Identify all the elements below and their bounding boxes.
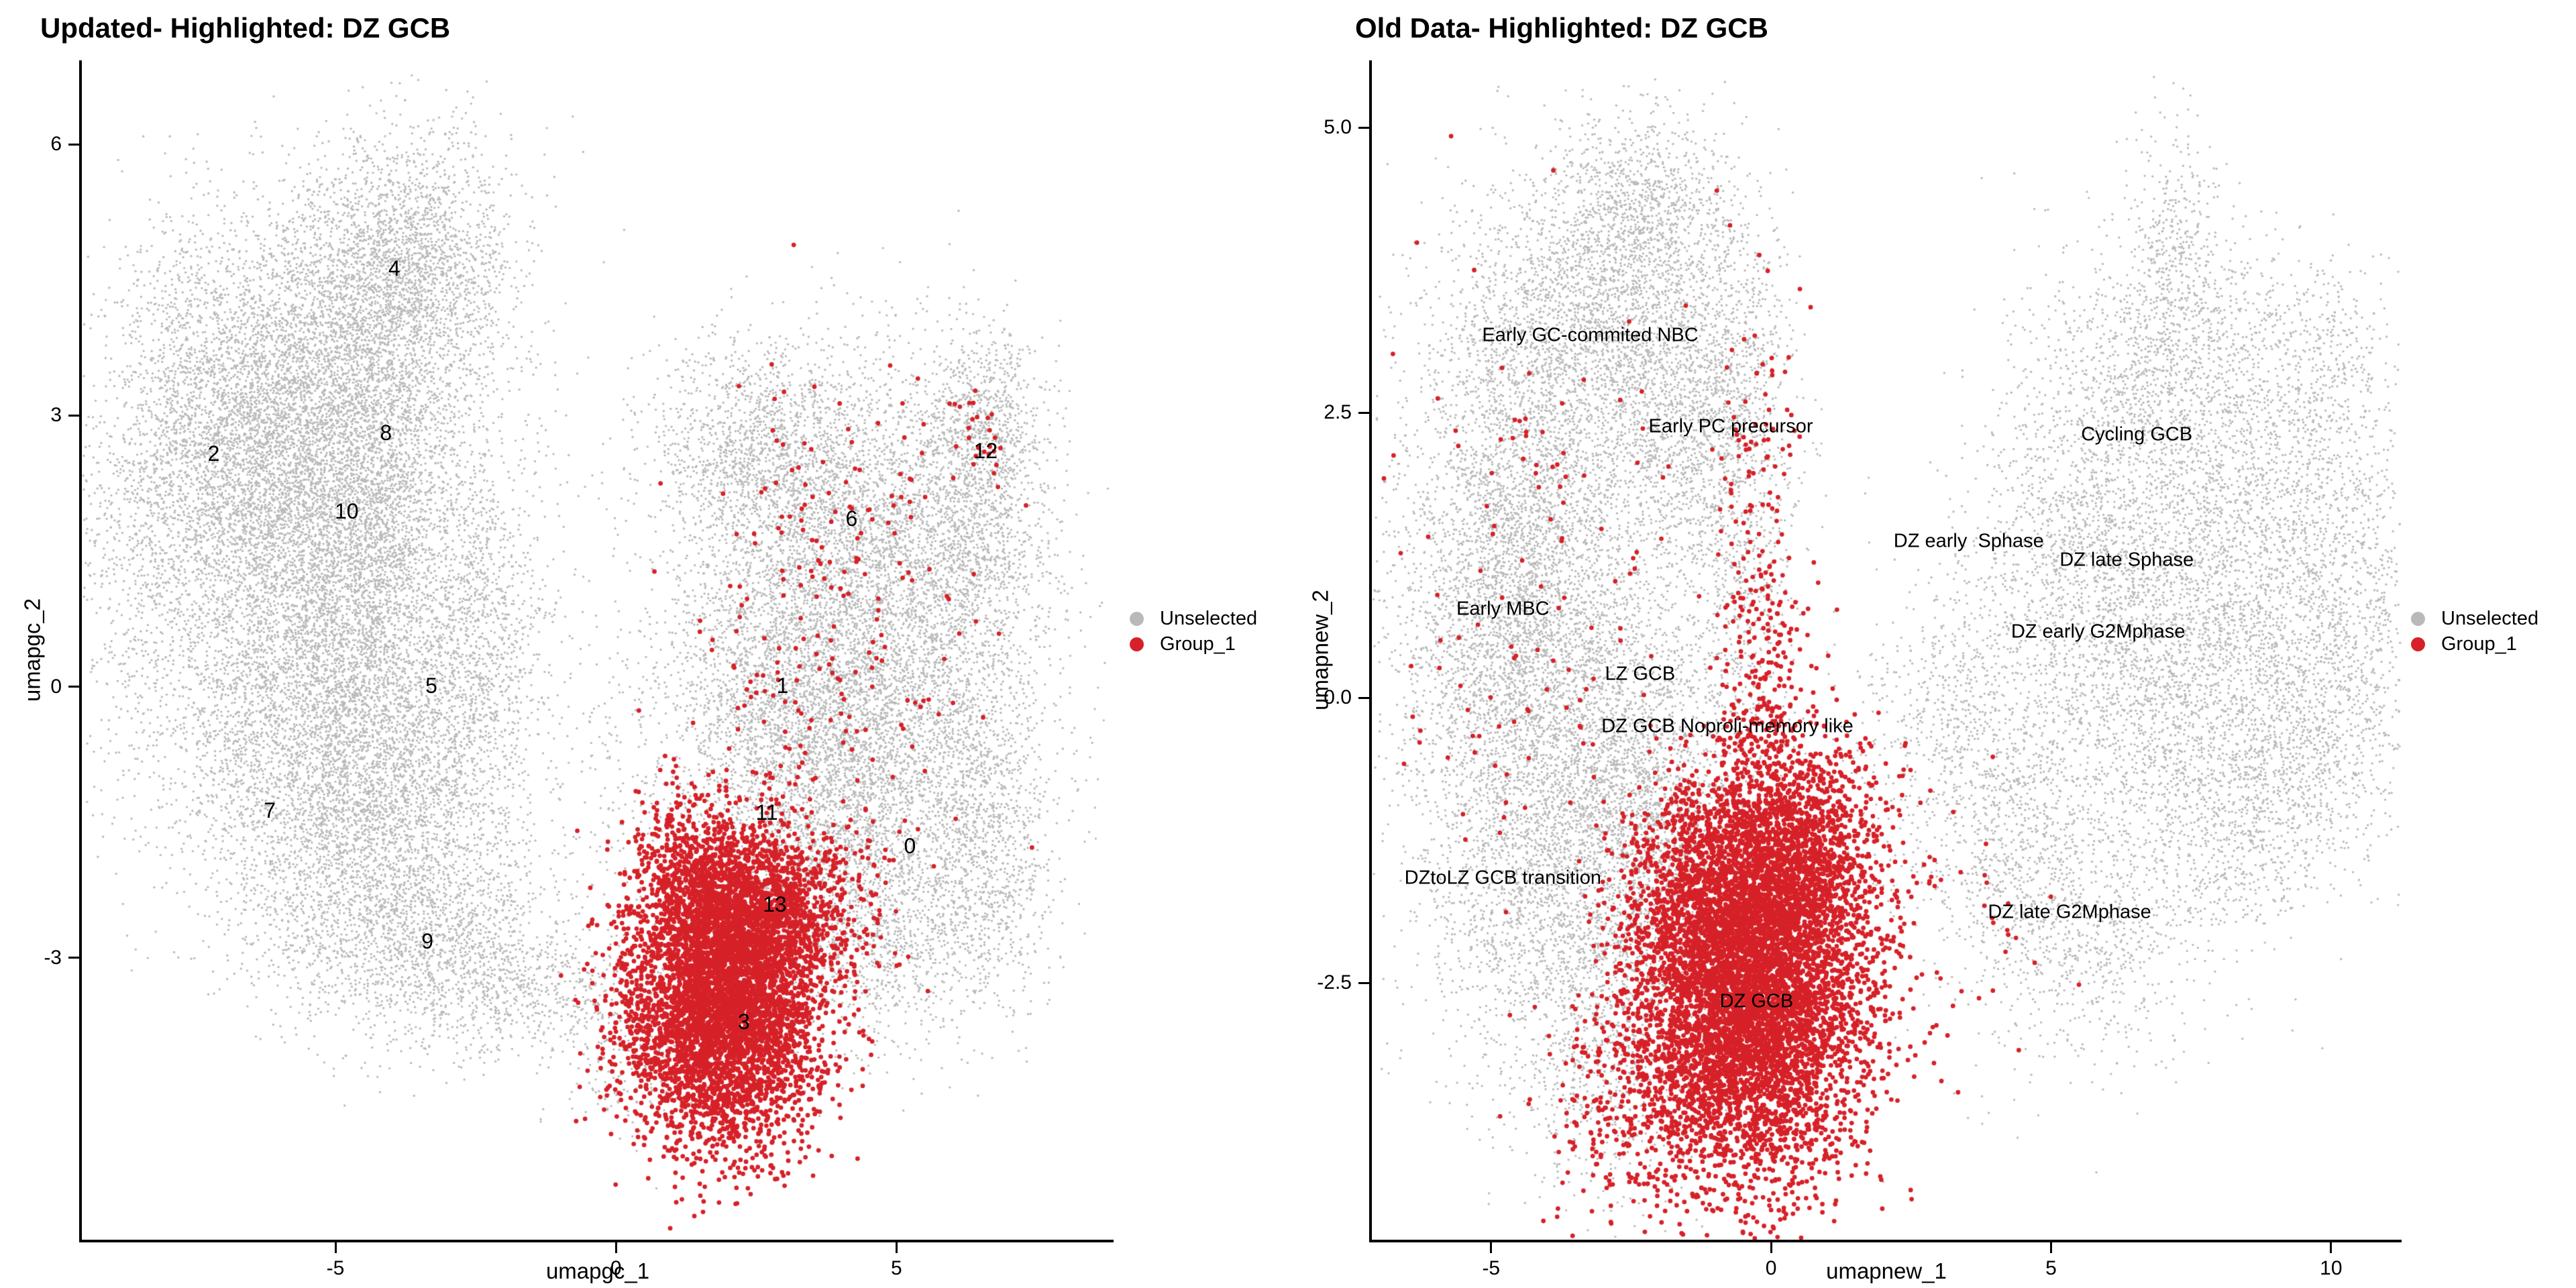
y-tick-label: 6 <box>50 133 62 156</box>
legend-label: Unselected <box>1160 607 1258 629</box>
cluster-label: 1 <box>776 674 789 698</box>
x-tick-label: 5 <box>890 1257 902 1279</box>
x-axis-line <box>1369 1240 2402 1242</box>
cluster-label: 2 <box>207 441 220 466</box>
x-tick-label: -5 <box>326 1257 345 1279</box>
legend-left: Unselected Group_1 <box>1130 606 1257 657</box>
cluster-label: 3 <box>737 1010 750 1034</box>
cell-type-annotation: DZ late Sphase <box>2059 549 2194 571</box>
x-tick-label: 10 <box>2320 1257 2343 1279</box>
cluster-label: 10 <box>334 499 359 524</box>
cluster-label: 12 <box>973 438 998 463</box>
cell-type-annotation: Early PC precursor <box>1648 415 1813 437</box>
y-tick-label: 3 <box>50 404 62 427</box>
cell-type-annotation: DZtoLZ GCB transition <box>1404 867 1601 889</box>
cell-type-annotation: LZ GCB <box>1605 663 1676 685</box>
cell-type-annotation: DZ late G2Mphase <box>1988 901 2151 923</box>
y-tick-mark <box>1358 411 1369 414</box>
cell-type-annotation: DZ early Sphase <box>1893 530 2044 552</box>
y-tick-label: 2.5 <box>1324 401 1352 424</box>
unselected-swatch-icon <box>2411 611 2425 626</box>
x-tick-mark <box>1770 1242 1772 1253</box>
x-tick-label: 5 <box>2045 1257 2057 1279</box>
x-axis-line <box>79 1240 1114 1242</box>
cell-type-annotation: Early GC-commited NBC <box>1482 324 1699 346</box>
y-tick-label: -3 <box>44 946 62 969</box>
x-tick-mark <box>614 1242 617 1253</box>
y-tick-label: 0.0 <box>1324 686 1352 709</box>
legend-label: Unselected <box>2441 607 2539 629</box>
x-tick-mark <box>334 1242 337 1253</box>
x-axis-title-right: umapnew_1 <box>1826 1258 1947 1283</box>
cell-type-annotation: DZ early G2Mphase <box>2010 621 2186 643</box>
y-axis-line <box>1369 60 1372 1242</box>
y-tick-mark <box>1358 981 1369 984</box>
group1-swatch-icon <box>1130 637 1144 651</box>
cluster-label: 8 <box>380 421 392 445</box>
y-tick-label: 0 <box>50 675 62 698</box>
cluster-label: 0 <box>904 833 916 858</box>
y-axis-line <box>79 60 82 1242</box>
scatter-canvas-left <box>82 60 1114 1240</box>
x-tick-mark <box>2330 1242 2332 1253</box>
cluster-label: 13 <box>763 892 787 917</box>
x-axis-title-left: umapgc_1 <box>545 1258 650 1283</box>
cell-type-annotation: DZ GCB <box>1719 990 1794 1012</box>
cell-type-annotation: Early MBC <box>1456 598 1550 620</box>
cluster-label: 6 <box>845 506 858 531</box>
y-tick-mark <box>1358 696 1369 699</box>
panel-title-right: Old Data- Highlighted: DZ GCB <box>1355 12 1768 44</box>
y-tick-mark <box>1358 126 1369 129</box>
group1-swatch-icon <box>2411 637 2425 651</box>
cell-type-annotation: Cycling GCB <box>2081 423 2193 445</box>
legend-item-group1: Group_1 <box>1130 631 1257 657</box>
panel-title-left: Updated- Highlighted: DZ GCB <box>40 12 451 44</box>
y-tick-label: -2.5 <box>1317 971 1352 994</box>
cluster-label: 4 <box>388 256 400 280</box>
cluster-label: 11 <box>755 800 778 824</box>
cell-type-annotation: DZ GCB Noproli-memory like <box>1601 715 1854 737</box>
y-axis-title-left: umapgc_2 <box>19 598 45 702</box>
cluster-label: 9 <box>421 929 434 954</box>
legend-item-group1: Group_1 <box>2411 631 2538 657</box>
y-axis-title-right: umapnew_2 <box>1307 590 1333 710</box>
x-tick-mark <box>895 1242 898 1253</box>
y-tick-mark <box>68 957 79 959</box>
x-tick-label: 0 <box>610 1257 622 1279</box>
x-tick-mark <box>1490 1242 1493 1253</box>
legend-item-unselected: Unselected <box>2411 606 2538 631</box>
y-tick-mark <box>68 686 79 688</box>
y-tick-mark <box>68 143 79 146</box>
y-tick-label: 5.0 <box>1324 116 1352 139</box>
legend-label: Group_1 <box>2441 633 2517 655</box>
y-tick-mark <box>68 414 79 417</box>
legend-label: Group_1 <box>1160 633 1236 655</box>
cluster-label: 7 <box>264 798 276 823</box>
unselected-swatch-icon <box>1130 611 1144 626</box>
legend-item-unselected: Unselected <box>1130 606 1257 631</box>
scatter-canvas-right <box>1372 60 2402 1240</box>
x-tick-label: 0 <box>1765 1257 1777 1279</box>
legend-right: Unselected Group_1 <box>2411 606 2538 657</box>
x-tick-label: -5 <box>1482 1257 1501 1279</box>
x-tick-mark <box>2049 1242 2052 1253</box>
cluster-label: 5 <box>425 674 437 698</box>
